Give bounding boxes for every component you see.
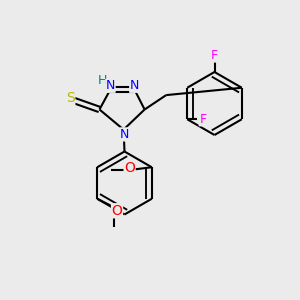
Text: O: O [112,204,122,218]
Text: O: O [124,161,135,176]
Text: N: N [130,79,139,92]
Text: N: N [106,79,115,92]
Text: N: N [120,128,129,141]
Text: F: F [211,49,218,62]
Text: S: S [66,91,75,105]
Text: F: F [199,113,206,126]
Text: H: H [98,74,108,87]
